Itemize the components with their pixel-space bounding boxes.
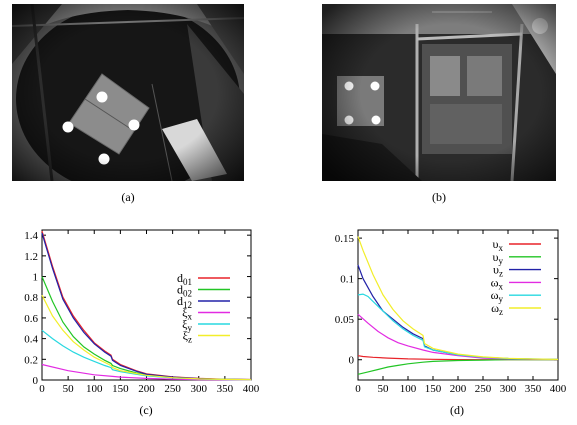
legend-label-sub: x bbox=[188, 312, 193, 322]
x-tick-label: 350 bbox=[217, 383, 234, 395]
legend-label-main: ξ bbox=[182, 317, 188, 331]
x-tick-label: 50 bbox=[378, 383, 390, 395]
camera-photo-icon bbox=[322, 4, 556, 181]
plot-frame bbox=[41, 229, 252, 381]
legend-label-sub: z bbox=[499, 269, 503, 279]
legend-label-main: υ bbox=[493, 237, 499, 251]
camera-photo-icon bbox=[12, 4, 244, 181]
x-tick-label: 250 bbox=[164, 383, 181, 395]
y-tick-label: 1.2 bbox=[24, 251, 38, 263]
caption-a: (a) bbox=[121, 190, 135, 204]
legend-label-sub: z bbox=[499, 307, 503, 317]
x-tick-label: 100 bbox=[400, 383, 417, 395]
legend-label-main: υ bbox=[493, 250, 499, 264]
caption-b: (b) bbox=[432, 190, 446, 204]
legend-label: d02 bbox=[177, 283, 192, 299]
legend-label: ωz bbox=[491, 301, 503, 317]
x-tick-label: 50 bbox=[63, 383, 75, 395]
legend-label-sub: y bbox=[188, 323, 193, 333]
series-line-ξy bbox=[41, 329, 252, 381]
legend-label: ωy bbox=[491, 288, 504, 304]
y-tick-label: 0.6 bbox=[24, 313, 38, 325]
legend-label: υx bbox=[493, 237, 504, 253]
x-tick-label: 200 bbox=[450, 383, 467, 395]
x-tick-label: 400 bbox=[550, 383, 567, 395]
legend-label-sub: y bbox=[499, 294, 504, 304]
legend-label: d12 bbox=[177, 294, 192, 310]
legend-label-main: d bbox=[177, 271, 183, 285]
caption-c: (c) bbox=[139, 403, 153, 417]
legend-label-main: d bbox=[177, 283, 183, 297]
x-tick-label: 150 bbox=[112, 383, 129, 395]
legend-label-sub: x bbox=[499, 243, 504, 253]
y-tick-label: 0.1 bbox=[340, 274, 354, 286]
legend-label-main: d bbox=[177, 294, 183, 308]
photo-a bbox=[12, 4, 244, 181]
y-tick-label: 0 bbox=[33, 375, 39, 387]
y-tick-label: 1 bbox=[33, 272, 39, 284]
series-line-υy bbox=[357, 359, 558, 375]
series-line-d02 bbox=[41, 276, 252, 381]
legend-label-main: υ bbox=[493, 263, 499, 277]
y-tick-label: 0 bbox=[349, 355, 355, 367]
caption-d: (d) bbox=[450, 403, 464, 417]
legend-label: υz bbox=[493, 263, 503, 279]
x-tick-label: 0 bbox=[39, 383, 45, 395]
legend-label: ωx bbox=[491, 275, 504, 291]
x-tick-label: 100 bbox=[86, 383, 103, 395]
y-tick-label: 0.2 bbox=[24, 354, 38, 366]
y-tick-label: 1.4 bbox=[24, 230, 38, 242]
legend-label-sub: y bbox=[499, 256, 504, 266]
legend-label-main: ω bbox=[491, 275, 499, 289]
legend-label: ξx bbox=[182, 306, 192, 322]
x-tick-label: 350 bbox=[525, 383, 542, 395]
x-tick-label: 150 bbox=[425, 383, 442, 395]
legend-label-sub: 01 bbox=[183, 277, 192, 287]
series-line-ξz bbox=[41, 294, 252, 381]
x-tick-label: 300 bbox=[500, 383, 517, 395]
series-line-ωy bbox=[357, 293, 559, 360]
legend-label-sub: 02 bbox=[183, 289, 192, 299]
legend-label-sub: z bbox=[188, 335, 192, 345]
y-tick-label: 0.15 bbox=[335, 233, 355, 245]
series-line-ωx bbox=[357, 313, 559, 361]
y-tick-label: 0.4 bbox=[24, 334, 38, 346]
legend-label: υy bbox=[493, 250, 504, 266]
legend-label-sub: 12 bbox=[183, 300, 192, 310]
chart-c: 0 50 100 150 200 250 300 350 400 0 0.2 0.4 0.6 0.8 1 1.… bbox=[24, 229, 260, 395]
series-line-ωz bbox=[357, 236, 559, 360]
legend-label: d01 bbox=[177, 271, 192, 287]
series-line-d01 bbox=[41, 230, 252, 381]
legend-label-main: ξ bbox=[183, 329, 189, 343]
x-tick-label: 0 bbox=[355, 383, 361, 395]
x-tick-label: 300 bbox=[191, 383, 208, 395]
series-line-υz bbox=[357, 264, 559, 360]
y-tick-label: 0.8 bbox=[24, 292, 38, 304]
legend-label: ξz bbox=[183, 329, 192, 345]
photo-b bbox=[322, 4, 556, 181]
legend-label-main: ω bbox=[491, 301, 499, 315]
y-tick-label: 0.05 bbox=[335, 314, 355, 326]
x-tick-label: 200 bbox=[138, 383, 155, 395]
x-tick-label: 250 bbox=[475, 383, 492, 395]
legend-label: ξy bbox=[182, 317, 192, 333]
series-line-d12 bbox=[41, 232, 252, 381]
legend-label-sub: x bbox=[499, 281, 504, 291]
x-tick-label: 400 bbox=[243, 383, 260, 395]
legend-label-main: ω bbox=[491, 288, 499, 302]
legend-label-main: ξ bbox=[182, 306, 188, 320]
